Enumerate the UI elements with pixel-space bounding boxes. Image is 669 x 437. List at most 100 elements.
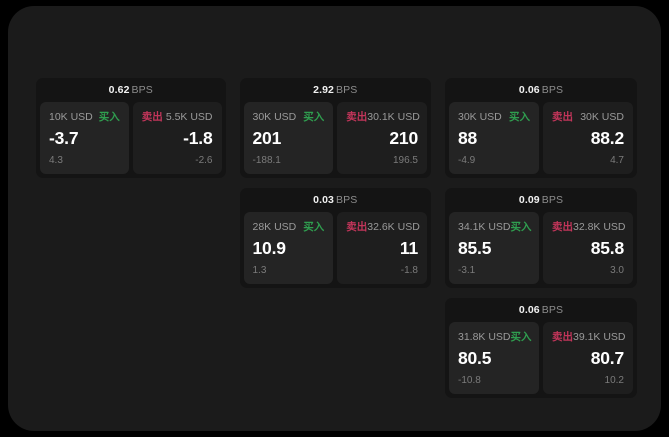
- ask-price: 80.7: [590, 348, 624, 368]
- spread-value: 0.09: [518, 194, 540, 206]
- spread-value: 0.03: [313, 194, 334, 206]
- spread-unit: BPS: [541, 304, 564, 316]
- bid-panel-top: 28K USD 买入: [253, 220, 325, 234]
- bid-note: -3.1: [457, 265, 476, 276]
- bid-panel-top: 34.1K USD 买入: [457, 220, 532, 234]
- ask-size-label: 32.8K USD: [572, 221, 626, 233]
- spread-unit: BPS: [541, 194, 564, 206]
- ask-note: -1.8: [400, 265, 418, 276]
- ask-price: 88.2: [590, 128, 624, 148]
- ask-panel[interactable]: 卖出 39.1K USD 80.7 10.2: [542, 322, 633, 394]
- bid-note: -10.8: [457, 375, 481, 386]
- ask-size-label: 39.1K USD: [572, 331, 626, 343]
- bid-price: -3.7: [49, 128, 79, 148]
- sell-tag: 卖出: [551, 331, 573, 343]
- quote-card[interactable]: 0.03 BPS 28K USD 买入 10.9 1.3 卖出: [239, 188, 431, 288]
- ask-note: 3.0: [610, 265, 624, 276]
- ask-panel-top: 卖出 30.1K USD: [346, 110, 420, 124]
- card-panels: 30K USD 买入 88 -4.9 卖出 30K USD 88.2 4.7: [448, 102, 633, 174]
- bid-size-label: 31.8K USD: [457, 331, 511, 343]
- bid-panel[interactable]: 30K USD 买入 201 -188.1: [243, 102, 334, 174]
- buy-tag: 买入: [510, 331, 532, 343]
- quote-card[interactable]: 0.62 BPS 10K USD 买入 -3.7 4.3 卖出: [36, 78, 226, 178]
- ask-panel[interactable]: 卖出 30.1K USD 210 196.5: [337, 102, 427, 174]
- bid-price: 80.5: [457, 348, 492, 368]
- sell-tag: 卖出: [551, 221, 573, 233]
- card-header: 0.62 BPS: [40, 84, 222, 98]
- buy-tag: 买入: [510, 221, 532, 233]
- ask-panel[interactable]: 卖出 5.5K USD -1.8 -2.6: [132, 102, 222, 174]
- buy-tag: 买入: [98, 111, 120, 123]
- bid-size-label: 34.1K USD: [457, 221, 511, 233]
- ask-size-label: 5.5K USD: [165, 111, 213, 123]
- ask-note: -2.6: [195, 155, 213, 166]
- ask-price: -1.8: [183, 128, 213, 148]
- card-panels: 34.1K USD 买入 85.5 -3.1 卖出 32.8K USD 85.8…: [448, 212, 633, 284]
- spread-value: 0.62: [108, 84, 130, 96]
- buy-tag: 买入: [508, 111, 530, 123]
- bid-price: 201: [252, 128, 282, 148]
- ask-price: 85.8: [590, 238, 624, 258]
- bid-panel[interactable]: 34.1K USD 买入 85.5 -3.1: [448, 212, 539, 284]
- bid-panel[interactable]: 30K USD 买入 88 -4.9: [448, 102, 539, 174]
- ask-panel-top: 卖出 30K USD: [552, 110, 624, 124]
- spread-unit: BPS: [336, 194, 358, 206]
- ask-size-label: 30K USD: [580, 111, 624, 123]
- quote-column-2: 2.92 BPS 30K USD 买入 201 -188.1 卖出: [239, 78, 431, 288]
- ask-panel[interactable]: 卖出 32.8K USD 85.8 3.0: [542, 212, 633, 284]
- bid-note: 4.3: [49, 155, 63, 166]
- bid-panel-top: 10K USD 买入: [49, 110, 120, 124]
- spread-unit: BPS: [336, 84, 358, 96]
- bid-note: 1.3: [252, 265, 267, 276]
- bid-note: -4.9: [457, 155, 476, 166]
- card-panels: 30K USD 买入 201 -188.1 卖出 30.1K USD 210 1…: [243, 102, 427, 174]
- ask-panel[interactable]: 卖出 30K USD 88.2 4.7: [542, 102, 633, 174]
- card-header: 0.06 BPS: [449, 84, 633, 98]
- app-surface: 0.62 BPS 10K USD 买入 -3.7 4.3 卖出: [8, 6, 661, 431]
- bid-price: 85.5: [457, 238, 492, 258]
- spread-unit: BPS: [541, 84, 564, 96]
- card-header: 0.03 BPS: [244, 194, 427, 208]
- sell-tag: 卖出: [551, 111, 573, 123]
- quote-board: 0.62 BPS 10K USD 买入 -3.7 4.3 卖出: [36, 78, 637, 398]
- card-header: 2.92 BPS: [244, 84, 427, 98]
- quote-card[interactable]: 0.09 BPS 34.1K USD 买入 85.5 -3.1 卖出: [444, 188, 637, 288]
- ask-panel[interactable]: 卖出 32.6K USD 11 -1.8: [337, 212, 427, 284]
- bid-size-label: 10K USD: [49, 111, 93, 123]
- spread-value: 0.06: [518, 304, 540, 316]
- bid-size-label: 28K USD: [252, 221, 297, 233]
- ask-size-label: 30.1K USD: [367, 111, 420, 123]
- card-panels: 28K USD 买入 10.9 1.3 卖出 32.6K USD 11 -1.8: [243, 212, 427, 284]
- ask-price: 11: [399, 238, 418, 258]
- buy-tag: 买入: [303, 221, 325, 233]
- bid-price: 88: [457, 128, 478, 148]
- bid-panel[interactable]: 10K USD 买入 -3.7 4.3: [40, 102, 129, 174]
- ask-size-label: 32.6K USD: [367, 221, 420, 233]
- bid-panel-top: 30K USD 买入: [458, 110, 530, 124]
- bid-note: -188.1: [252, 155, 281, 166]
- sell-tag: 卖出: [141, 111, 163, 123]
- bid-panel[interactable]: 28K USD 买入 10.9 1.3: [243, 212, 334, 284]
- spread-value: 2.92: [313, 84, 334, 96]
- quote-column-1: 0.62 BPS 10K USD 买入 -3.7 4.3 卖出: [36, 78, 226, 178]
- bid-panel[interactable]: 31.8K USD 买入 80.5 -10.8: [448, 322, 539, 394]
- card-header: 0.06 BPS: [449, 304, 633, 318]
- card-header: 0.09 BPS: [449, 194, 633, 208]
- bid-size-label: 30K USD: [252, 111, 297, 123]
- bid-panel-top: 31.8K USD 买入: [457, 330, 532, 344]
- card-panels: 10K USD 买入 -3.7 4.3 卖出 5.5K USD -1.8 -2.…: [40, 102, 222, 174]
- quote-column-3: 0.06 BPS 30K USD 买入 88 -4.9 卖出: [444, 78, 637, 398]
- ask-note: 4.7: [610, 155, 624, 166]
- ask-price: 210: [389, 128, 418, 148]
- quote-card[interactable]: 0.06 BPS 30K USD 买入 88 -4.9 卖出: [444, 78, 637, 178]
- ask-note: 10.2: [604, 375, 624, 386]
- spread-value: 0.06: [518, 84, 540, 96]
- quote-card[interactable]: 2.92 BPS 30K USD 买入 201 -188.1 卖出: [239, 78, 431, 178]
- card-panels: 31.8K USD 买入 80.5 -10.8 卖出 39.1K USD 80.…: [448, 322, 633, 394]
- ask-panel-top: 卖出 32.6K USD: [346, 220, 420, 234]
- sell-tag: 卖出: [346, 111, 368, 123]
- bid-price: 10.9: [252, 238, 286, 258]
- buy-tag: 买入: [303, 111, 325, 123]
- ask-panel-top: 卖出 5.5K USD: [142, 110, 213, 124]
- quote-card[interactable]: 0.06 BPS 31.8K USD 买入 80.5 -10.8 卖出: [444, 298, 637, 398]
